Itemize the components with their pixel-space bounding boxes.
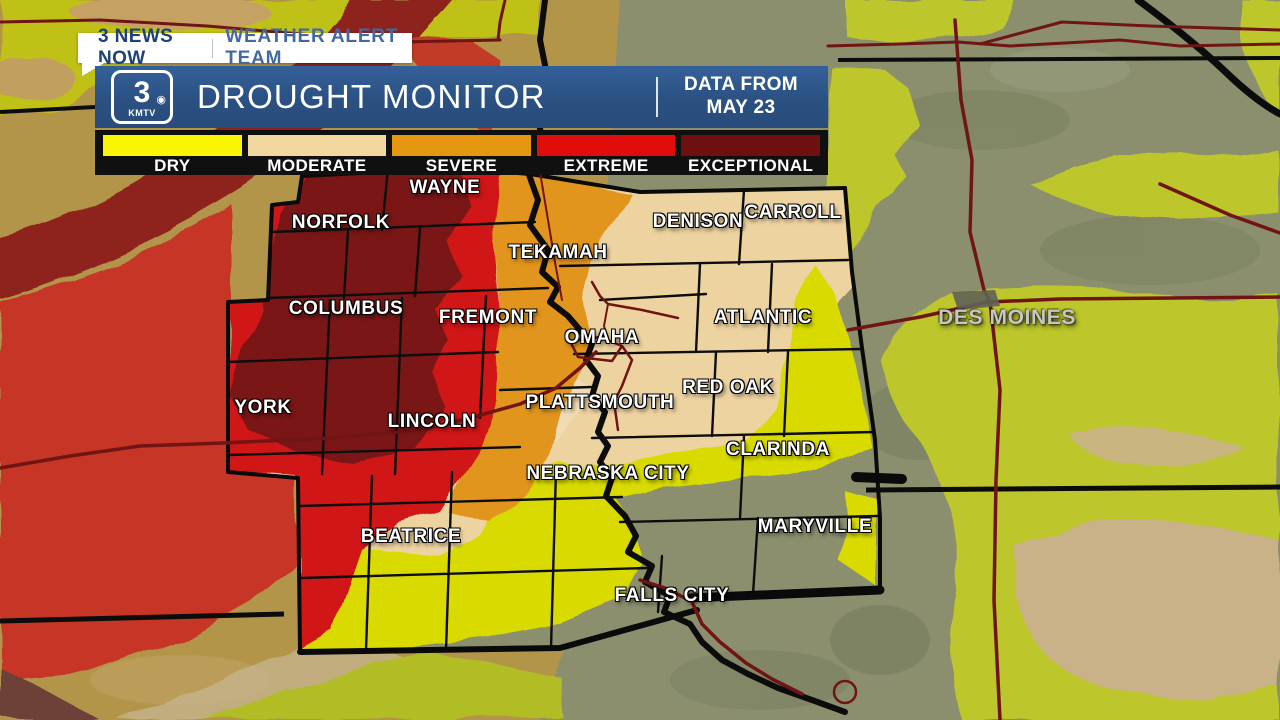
logo-callsign: KMTV	[128, 107, 156, 118]
legend-labels: DRY MODERATE SEVERE EXTREME EXCEPTIONAL	[103, 156, 820, 175]
exceptional-fill	[230, 168, 470, 462]
logo-number: 3	[133, 75, 151, 109]
legend-swatches	[103, 135, 820, 156]
city-label-fremont: FREMONT	[438, 307, 538, 328]
legend-label-exceptional: EXCEPTIONAL	[688, 156, 814, 175]
cbs-eye-icon: ◉	[156, 94, 166, 106]
legend-swatch-exceptional	[681, 135, 820, 156]
city-label-tekamah: TEKAMAH	[508, 242, 608, 263]
banner-divider	[211, 38, 214, 58]
city-label-carroll: CARROLL	[744, 202, 842, 223]
data-from-line1: DATA FROM	[683, 74, 798, 96]
legend-label-extreme: EXTREME	[563, 156, 649, 175]
header-bar: 3 ◉ KMTV DROUGHT MONITOR DATA FROM MAY 2…	[95, 66, 828, 128]
missouri-river	[525, 0, 1280, 715]
dry-muted-east1	[1032, 151, 1280, 220]
data-from-label: DATA FROM MAY 23	[684, 74, 798, 120]
page-title: DROUGHT MONITOR	[197, 78, 546, 115]
city-label-omaha: OMAHA	[564, 327, 640, 348]
team-name: WEATHER ALERT TEAM	[225, 26, 399, 69]
city-label-nebraska-city: NEBRASKA CITY	[526, 463, 690, 484]
city-label-york: YORK	[234, 397, 292, 418]
city-label-denison: DENISON	[652, 211, 744, 232]
severe-fill	[448, 168, 630, 524]
city-label-des-moines: DES MOINES	[938, 306, 1076, 329]
city-label-clarinda: CLARINDA	[725, 439, 831, 460]
extreme-muted-west	[0, 205, 298, 680]
city-label-plattsmouth: PLATTSMOUTH	[525, 392, 675, 413]
legend-swatch-extreme	[536, 135, 676, 156]
city-label-columbus: COLUMBUS	[288, 298, 404, 319]
legend-label-severe: SEVERE	[425, 156, 498, 175]
header-right: DATA FROM MAY 23	[655, 74, 798, 120]
dry-fill-south	[300, 462, 642, 650]
city-label-beatrice: BEATRICE	[360, 526, 462, 547]
dry-muted-south	[205, 648, 565, 720]
county-borders	[226, 166, 880, 652]
data-from-line2: MAY 23	[706, 97, 776, 118]
station-name: 3 NEWS NOW	[98, 26, 174, 69]
drought-legend: DRY MODERATE SEVERE EXTREME EXCEPTIONAL	[95, 130, 828, 175]
legend-label-moderate: MODERATE	[267, 156, 367, 175]
city-label-maryville: MARYVILLE	[757, 516, 873, 537]
city-label-red-oak: RED OAK	[682, 377, 774, 398]
header-divider	[655, 77, 658, 117]
legend-label-dry: DRY	[154, 156, 191, 175]
legend-swatch-moderate	[247, 135, 387, 156]
city-label-norfolk: NORFOLK	[291, 212, 391, 233]
city-label-wayne: WAYNE	[409, 177, 481, 198]
city-label-atlantic: ATLANTIC	[713, 307, 813, 328]
dry-fill-east	[560, 262, 870, 530]
city-label-falls-city: FALLS CITY	[614, 585, 730, 606]
station-banner: 3 NEWS NOW WEATHER ALERT TEAM	[78, 26, 412, 69]
kmtv-logo: 3 ◉ KMTV	[111, 70, 173, 124]
des-moines-city-area	[952, 290, 1000, 310]
legend-swatch-severe	[392, 135, 531, 156]
city-label-lincoln: LINCOLN	[387, 411, 477, 432]
legend-swatch-dry	[103, 135, 242, 156]
